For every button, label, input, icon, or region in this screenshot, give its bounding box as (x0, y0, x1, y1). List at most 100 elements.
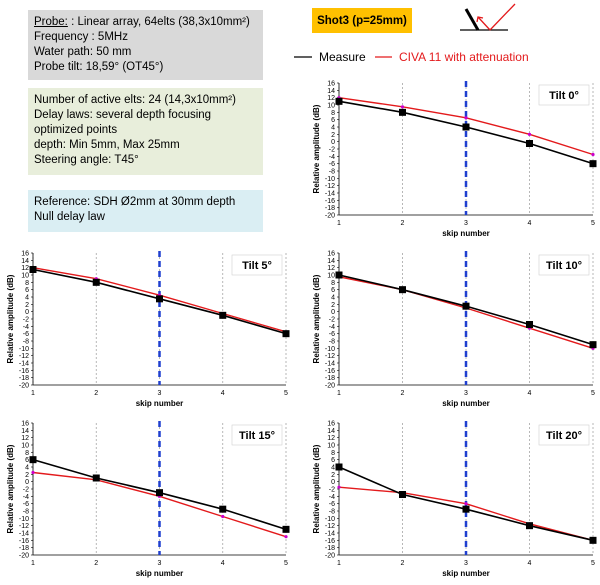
measure-point (589, 341, 597, 349)
y-tick-label: 10 (327, 103, 335, 110)
y-tick-label: 0 (331, 309, 335, 316)
y-tick-label: 2 (331, 302, 335, 309)
y-tick-label: -10 (325, 346, 335, 353)
x-tick-label: 1 (337, 220, 341, 227)
y-tick-label: -18 (325, 375, 335, 382)
tilt-title: Tilt 20° (546, 430, 582, 442)
measure-point (335, 271, 343, 279)
y-tick-label: -14 (325, 361, 335, 368)
y-tick-label: 6 (331, 457, 335, 464)
y-tick-label: 8 (331, 280, 335, 287)
null-delay-line: Null delay law (34, 211, 105, 223)
y-tick-label: 8 (25, 450, 29, 457)
steering-angle-line: Steering angle: T45° (34, 154, 139, 166)
y-tick-label: 14 (327, 88, 335, 95)
y-tick-label: -14 (325, 191, 335, 198)
measure-point (399, 491, 406, 498)
active-elements-line: Number of active elts: 24 (14,3x10mm²) (34, 94, 236, 106)
probe-tilt: Probe tilt: 18,59° (OT45°) (34, 61, 164, 73)
chart-0: 1 2 3 4 51614121086420-2-4-6-8-10-12-14-16-1… (312, 81, 597, 238)
measure-point (29, 456, 37, 464)
x-tick-label: 5 (284, 560, 288, 567)
y-tick-label: -8 (329, 509, 335, 516)
y-tick-label: -18 (19, 545, 29, 552)
y-tick-label: -8 (329, 339, 335, 346)
x-tick-label: 4 (528, 220, 532, 227)
focusing-points-line: optimized points (34, 124, 118, 136)
y-tick-label: 2 (25, 302, 29, 309)
y-tick-label: -4 (329, 154, 335, 161)
measure-point (219, 505, 227, 513)
legend-civa-label: CIVA 11 with attenuation (399, 50, 529, 64)
measure-point (526, 321, 533, 328)
civa-point (400, 105, 405, 109)
y-tick-label: 14 (21, 258, 29, 265)
y-tick-label: 4 (25, 295, 29, 302)
y-tick-label: -16 (19, 368, 29, 375)
x-tick-label: 5 (591, 220, 595, 227)
x-tick-label: 5 (591, 390, 595, 397)
active-elements-box: Number of active elts: 24 (14,3x10mm²) D… (28, 88, 263, 175)
y-tick-label: 16 (21, 421, 29, 428)
x-axis-title: skip number (442, 569, 490, 578)
tilt-title-box (538, 254, 590, 276)
tilt-title: Tilt 0° (549, 90, 579, 102)
y-tick-label: 12 (327, 265, 335, 272)
y-tick-label: -2 (329, 147, 335, 154)
measure-point (92, 474, 100, 482)
y-tick-label: -20 (19, 553, 29, 560)
y-tick-label: 16 (327, 251, 335, 258)
chart-4: 1 2 3 4 51614121086420-2-4-6-8-10-12-14-16-1… (312, 421, 597, 578)
y-tick-label: -6 (23, 501, 29, 508)
y-tick-label: 6 (331, 287, 335, 294)
y-tick-label: -12 (19, 523, 29, 530)
y-tick-label: 8 (25, 280, 29, 287)
x-tick-label: 5 (284, 390, 288, 397)
x-tick-label: 1 (31, 560, 35, 567)
measure-point (156, 295, 163, 303)
measure-point (29, 266, 37, 273)
y-tick-label: 10 (327, 443, 335, 450)
y-tick-label: -2 (23, 487, 29, 494)
delay-laws-line: Delay laws: several depth focusing (34, 109, 212, 121)
probe-frequency: Frequency : 5MHz (34, 31, 128, 43)
y-axis-title: Relative amplitude (dB) (6, 444, 15, 533)
y-tick-label: 2 (25, 472, 29, 479)
y-tick-label: -10 (19, 346, 29, 353)
y-tick-label: -8 (329, 169, 335, 176)
tilt-title: Tilt 10° (546, 260, 582, 272)
y-tick-label: -10 (325, 516, 335, 523)
y-tick-label: 10 (21, 273, 29, 280)
civa-point (221, 514, 225, 519)
x-axis-title: skip number (136, 569, 184, 578)
chart-1: 1 2 3 4 51614121086420-2-4-6-8-10-12-14-16-1… (6, 251, 290, 408)
x-tick-label: 4 (221, 390, 225, 397)
x-tick-label: 2 (94, 560, 98, 567)
reference-box: Reference: SDH Ø2mm at 30mm depth Null d… (28, 190, 263, 232)
x-tick-label: 3 (158, 560, 162, 567)
y-tick-label: -6 (329, 161, 335, 168)
civa-point (464, 502, 468, 506)
y-tick-label: 12 (21, 265, 29, 272)
chart-3: 1 2 3 4 51614121086420-2-4-6-8-10-12-14-16-1… (6, 421, 290, 578)
y-tick-label: -4 (329, 494, 335, 501)
y-tick-label: 6 (25, 287, 29, 294)
y-tick-label: 8 (331, 110, 335, 117)
y-tick-label: 2 (331, 472, 335, 479)
civa-point (31, 470, 35, 475)
y-tick-label: -12 (325, 183, 335, 190)
y-tick-label: -2 (23, 317, 29, 324)
measure-point (219, 311, 227, 319)
probe-water-path: Water path: 50 mm (34, 46, 132, 58)
y-tick-label: -8 (23, 509, 29, 516)
charts-root: 1 2 3 4 51614121086420-2-4-6-8-10-12-14-16-1… (6, 81, 597, 578)
y-tick-label: -20 (325, 213, 335, 220)
measure-point (156, 489, 163, 497)
x-axis-title: skip number (442, 399, 490, 408)
y-tick-label: 0 (331, 479, 335, 486)
y-tick-label: 4 (25, 465, 29, 472)
probe-line-1: Probe: : Linear array, 64elts (38,3x10mm… (34, 15, 257, 30)
probe-sketch-icon (460, 3, 516, 31)
y-tick-label: -6 (329, 331, 335, 338)
y-tick-label: 6 (25, 457, 29, 464)
